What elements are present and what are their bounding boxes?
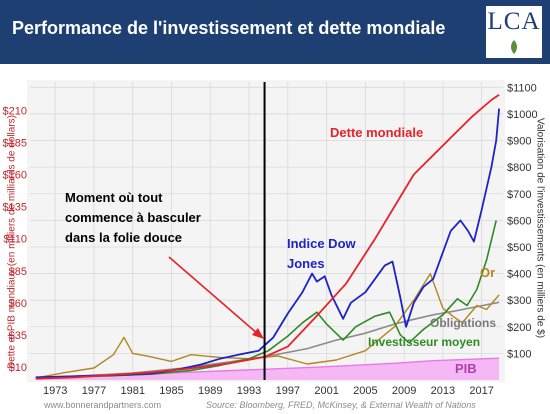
page-title: Performance de l'investissement et dette… xyxy=(12,18,446,38)
title-banner: Performance de l'investissement et dette… xyxy=(0,0,550,64)
leaf-icon xyxy=(511,40,517,54)
right-axis-tick-label: $400 xyxy=(507,269,531,281)
x-axis-tick-label: 1973 xyxy=(43,385,67,397)
x-axis-tick-label: 1993 xyxy=(237,385,261,397)
right-axis-tick-label: $700 xyxy=(507,189,531,201)
right-axis-tick-label: $500 xyxy=(507,242,531,254)
plot-background xyxy=(27,80,505,382)
label-pib: PIB xyxy=(455,361,477,376)
x-axis-tick-label: 2009 xyxy=(392,385,416,397)
label-indice-dow-jones: Indice Dow xyxy=(287,236,357,251)
annotation-arrow-shaft xyxy=(168,256,259,335)
right-axis-tick-label: $1000 xyxy=(507,109,538,121)
right-axis-tick-label: $900 xyxy=(507,136,531,148)
label-moment-annotation: dans la folie douce xyxy=(65,230,182,245)
series-line-obligations xyxy=(35,301,500,379)
series-line-investisseur-moyen xyxy=(35,220,497,379)
logo-text: LCA xyxy=(487,8,541,35)
lca-logo: LCA xyxy=(486,6,542,58)
x-axis-tick-label: 2001 xyxy=(314,385,338,397)
label-investisseur-moyen: Investisseur moyen xyxy=(368,335,480,349)
left-axis-tick-label: $60 xyxy=(9,298,27,310)
series-line-indice-dow-jones xyxy=(35,108,500,379)
right-axis-tick-label: $800 xyxy=(507,162,531,174)
x-axis-tick-label: 1989 xyxy=(198,385,222,397)
label-obligations: Obligations xyxy=(430,316,496,330)
left-axis-tick-label: $85 xyxy=(9,266,27,278)
left-axis-tick-label: $35 xyxy=(9,330,27,342)
right-axis-tick-label: $100 xyxy=(507,348,531,360)
x-axis-tick-label: 1981 xyxy=(120,385,144,397)
label-moment-annotation: commence à basculer xyxy=(65,210,201,225)
footer-website: www.bonnerandpartners.com xyxy=(44,400,162,410)
left-axis-tick-label: $210 xyxy=(3,105,27,117)
right-axis-title: Valorisation de l'investissements (en mi… xyxy=(534,117,546,339)
label-dette-mondiale: Dette mondiale xyxy=(330,125,423,140)
x-axis-tick-label: 2005 xyxy=(353,385,377,397)
x-axis-tick-label: 1997 xyxy=(276,385,300,397)
footer-source: Source: Bloomberg, FRED, McKinsey, & Ext… xyxy=(206,400,476,410)
left-axis-tick-label: $135 xyxy=(3,202,27,214)
series-line-or xyxy=(35,272,500,379)
left-axis-tick-label: $185 xyxy=(3,137,27,149)
left-axis-tick-label: $160 xyxy=(3,169,27,181)
right-axis-tick-label: $300 xyxy=(507,295,531,307)
label-indice-dow-jones: Jones xyxy=(287,256,325,271)
label-moment-annotation: Moment où tout xyxy=(65,190,163,205)
left-axis-title: Dette et PIB mondiaux (en milliers de mi… xyxy=(6,115,18,369)
label-or: Or xyxy=(480,265,495,280)
right-axis-tick-label: $600 xyxy=(507,215,531,227)
x-axis-tick-label: 2013 xyxy=(431,385,455,397)
left-axis-tick-label: $110 xyxy=(3,234,27,246)
right-axis-tick-label: $200 xyxy=(507,322,531,334)
right-axis-tick-label: $1100 xyxy=(507,82,537,94)
x-axis-tick-label: 2017 xyxy=(469,385,493,397)
left-axis-tick-label: $10 xyxy=(9,362,27,374)
series-line-dette-mondiale xyxy=(35,94,500,380)
x-axis-tick-label: 1977 xyxy=(82,385,106,397)
x-axis-tick-label: 1985 xyxy=(159,385,183,397)
annotation-arrow-head xyxy=(252,328,264,339)
